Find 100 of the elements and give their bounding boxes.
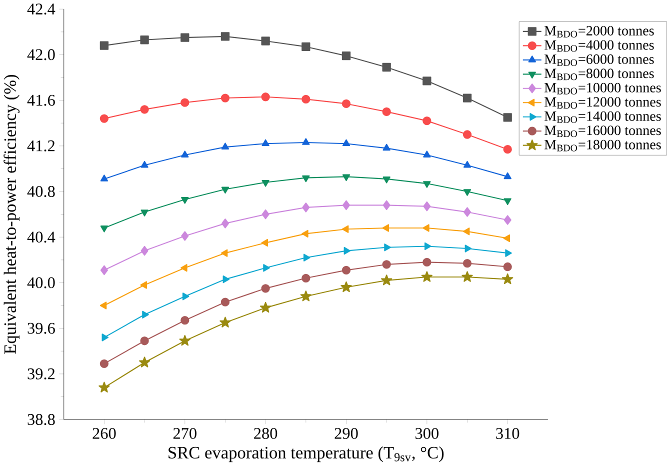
legend-label: M$_{BDO}$=14000 tonnes <box>544 112 661 124</box>
point <box>100 174 108 182</box>
point <box>302 94 310 104</box>
point <box>503 262 512 272</box>
point <box>302 176 310 182</box>
point <box>422 224 430 232</box>
point <box>100 265 108 276</box>
point <box>382 108 391 116</box>
point <box>382 200 390 210</box>
point <box>504 198 512 206</box>
point <box>302 274 310 283</box>
point <box>503 234 510 242</box>
point <box>220 298 230 307</box>
point <box>261 36 270 46</box>
point <box>423 181 431 188</box>
point <box>142 310 149 319</box>
point <box>181 197 189 204</box>
point <box>382 260 391 269</box>
point <box>342 200 350 210</box>
point <box>382 224 390 232</box>
point <box>384 244 391 252</box>
point <box>302 202 310 213</box>
point <box>463 189 472 196</box>
x-axis-title: SRC evaporation temperature (T$_{9sv}$, °C) <box>168 446 444 462</box>
point <box>180 316 190 325</box>
point <box>382 176 390 184</box>
y-tick-label: 39.2 <box>28 368 55 380</box>
point <box>422 76 432 86</box>
point <box>100 359 109 368</box>
point <box>421 271 433 282</box>
point <box>140 281 147 289</box>
legend-label: M$_{BDO}$=8000 tonnes <box>544 68 654 80</box>
point <box>182 292 190 300</box>
point <box>221 142 230 150</box>
point <box>382 63 391 72</box>
point <box>100 226 108 232</box>
point <box>102 334 109 342</box>
point <box>462 259 472 268</box>
legend-label: M$_{BDO}$=18000 tonnes <box>544 140 661 152</box>
point <box>423 202 431 212</box>
point <box>302 230 308 238</box>
point <box>181 231 189 241</box>
legend-label: M$_{BDO}$=4000 tonnes <box>544 40 654 52</box>
point <box>179 335 190 346</box>
point <box>262 180 270 187</box>
legend-label: M$_{BDO}$=6000 tonnes <box>544 54 654 66</box>
point <box>342 52 351 60</box>
point <box>422 258 432 267</box>
point <box>424 242 432 250</box>
point <box>140 336 149 346</box>
point <box>462 228 470 236</box>
point <box>180 33 190 42</box>
point <box>220 32 230 41</box>
y-tick-label: 41.6 <box>27 94 55 106</box>
legend-label: M$_{BDO}$=2000 tonnes <box>544 26 654 38</box>
point <box>140 246 148 256</box>
point <box>220 94 230 103</box>
point <box>340 282 352 292</box>
legend-label: M$_{BDO}$=16000 tonnes <box>544 126 661 138</box>
point <box>263 264 270 272</box>
legend-label: M$_{BDO}$=10000 tonnes <box>544 83 661 95</box>
point <box>342 100 351 108</box>
point <box>300 290 312 302</box>
point <box>140 36 149 44</box>
point <box>222 276 230 284</box>
y-tick-label: 38.8 <box>28 414 55 426</box>
point <box>180 98 190 108</box>
point <box>462 94 472 103</box>
y-tick-label: 40.0 <box>27 277 55 288</box>
y-tick-label: 42.4 <box>27 4 56 15</box>
legend-label: M$_{BDO}$=12000 tonnes <box>544 97 661 109</box>
point <box>100 302 107 310</box>
point <box>342 225 349 234</box>
point <box>261 284 270 293</box>
point <box>221 186 230 194</box>
point <box>100 114 109 124</box>
point <box>503 113 512 122</box>
point <box>261 239 268 247</box>
y-tick-label: 41.2 <box>27 140 55 152</box>
point <box>140 161 148 168</box>
point <box>462 130 472 139</box>
point <box>504 172 512 180</box>
point <box>140 105 149 114</box>
point <box>221 218 230 228</box>
point <box>98 382 110 393</box>
point <box>344 247 351 255</box>
x-tick-label: 300 <box>416 428 438 440</box>
point <box>463 161 472 168</box>
y-tick-label: 42.0 <box>27 49 55 60</box>
point <box>220 249 228 258</box>
y-tick-label: 40.8 <box>27 186 55 198</box>
point <box>100 41 109 50</box>
point <box>181 150 189 158</box>
point <box>422 116 432 126</box>
point <box>504 215 512 226</box>
point <box>342 266 351 275</box>
x-tick-label: 310 <box>496 428 520 440</box>
point <box>261 92 270 102</box>
y-tick-label: 40.4 <box>27 232 56 243</box>
point <box>502 274 514 284</box>
